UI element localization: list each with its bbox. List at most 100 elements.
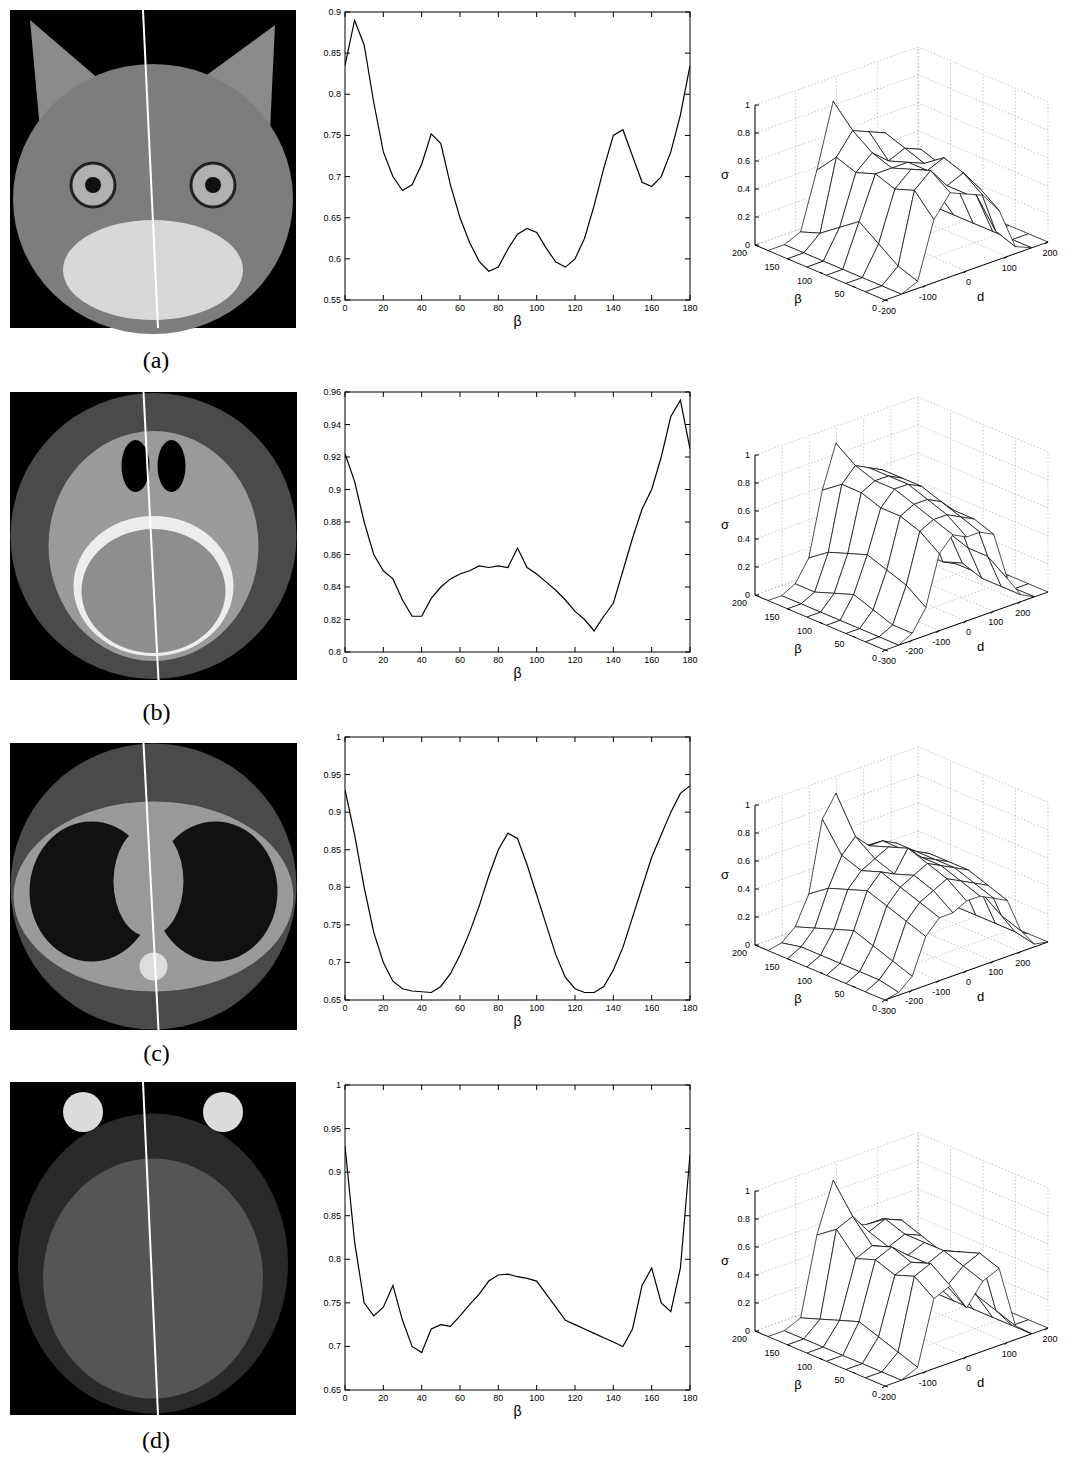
- y-tick-label: 0.7: [328, 1341, 341, 1351]
- d-tick-label: 0: [966, 977, 971, 987]
- panel-label: (d): [142, 1427, 170, 1453]
- x-axis-title: β: [513, 313, 521, 329]
- eye: [63, 1092, 103, 1132]
- eye: [191, 163, 235, 207]
- sigma-tick: [755, 189, 759, 190]
- sigma-tick: [755, 1331, 759, 1332]
- y-tick: [685, 887, 690, 888]
- x-tick-label: 160: [644, 303, 659, 313]
- y-tick: [345, 554, 350, 555]
- x-tick-label: 140: [606, 303, 621, 313]
- sigma-tick-label: 0.4: [737, 1270, 750, 1280]
- y-tick-label: 0.84: [323, 582, 341, 592]
- d-tick-label: -200: [905, 646, 923, 656]
- y-tick-label: 0.65: [323, 995, 341, 1005]
- x-tick-label: 120: [567, 655, 582, 665]
- y-tick: [345, 1000, 350, 1001]
- pupil: [85, 177, 101, 193]
- x-tick: [345, 1385, 346, 1390]
- x-tick-label: 0: [342, 1003, 347, 1013]
- sigma-tick-label: 0.6: [737, 1242, 750, 1252]
- x-tick: [690, 647, 691, 652]
- y-tick: [345, 774, 350, 775]
- sigma-tick: [755, 1275, 759, 1276]
- x-tick-label: 180: [682, 1003, 697, 1013]
- grid-line: [1048, 1188, 1049, 1328]
- grid-line: [1015, 1174, 1016, 1314]
- x-tick-label: 140: [606, 1003, 621, 1013]
- d-tick: [1045, 1328, 1048, 1330]
- x-tick-label: 0: [342, 1393, 347, 1403]
- d-tick-label: -100: [919, 292, 937, 302]
- surface-group: [768, 1180, 1048, 1386]
- data-line: [345, 1146, 690, 1353]
- brain: [43, 1159, 263, 1399]
- y-tick: [345, 652, 350, 653]
- y-tick: [685, 176, 690, 177]
- y-tick-label: 0.9: [328, 485, 341, 495]
- surface-plot: -200-100010020005010015020000.20.40.60.8…: [721, 1133, 1058, 1402]
- surface-group: [768, 101, 1048, 300]
- x-tick: [383, 995, 384, 1000]
- grid-line: [918, 75, 1048, 130]
- y-tick: [345, 1085, 350, 1086]
- beta-axis-title: β: [794, 1377, 801, 1392]
- x-tick-label: 20: [378, 655, 388, 665]
- x-tick: [498, 1385, 499, 1390]
- beta-tick: [788, 959, 791, 960]
- d-tick-label: -200: [878, 1392, 896, 1402]
- sigma-tick: [755, 161, 759, 162]
- y-tick: [685, 619, 690, 620]
- y-tick: [345, 619, 350, 620]
- x-axis-title: β: [513, 1013, 521, 1029]
- d-tick-label: 0: [966, 277, 971, 287]
- y-tick: [685, 94, 690, 95]
- grid-line: [755, 455, 756, 595]
- x-tick: [421, 12, 422, 17]
- y-tick-label: 0.95: [323, 770, 341, 780]
- surface-plot: -200-100010020005010015020000.20.40.60.8…: [721, 47, 1058, 316]
- y-tick-label: 0.92: [323, 452, 341, 462]
- x-tick: [536, 1085, 537, 1090]
- data-line: [345, 400, 690, 631]
- grid-line: [918, 1161, 1048, 1216]
- x-tick-label: 140: [606, 655, 621, 665]
- grid-line: [918, 425, 1048, 480]
- x-tick: [345, 12, 346, 17]
- sigma-tick-label: 0: [745, 1326, 750, 1336]
- image-panel: [10, 392, 297, 680]
- y-tick: [685, 1259, 690, 1260]
- y-tick: [345, 217, 350, 218]
- sigma-tick-label: 0.8: [737, 828, 750, 838]
- d-tick-label: 100: [1002, 263, 1017, 273]
- y-tick-label: 0.82: [323, 615, 341, 625]
- x-tick: [498, 12, 499, 17]
- x-tick-label: 100: [529, 303, 544, 313]
- d-tick-label: 0: [966, 1363, 971, 1373]
- sigma-tick-label: 0.2: [737, 912, 750, 922]
- x-tick: [383, 295, 384, 300]
- d-tick: [964, 621, 967, 623]
- x-tick-label: 0: [342, 655, 347, 665]
- y-tick-label: 0.75: [323, 1298, 341, 1308]
- x-tick-label: 140: [606, 1393, 621, 1403]
- beta-axis-title: β: [794, 291, 801, 306]
- y-tick: [685, 1000, 690, 1001]
- x-tick-label: 160: [644, 1003, 659, 1013]
- beta-axis-title: β: [794, 991, 801, 1006]
- d-tick-label: 100: [988, 967, 1003, 977]
- x-tick: [651, 995, 652, 1000]
- grid-line: [755, 1133, 918, 1191]
- x-tick: [536, 295, 537, 300]
- y-tick: [685, 652, 690, 653]
- grid-line: [755, 805, 756, 945]
- grid-line: [782, 795, 783, 935]
- plot-frame: [345, 392, 690, 652]
- sigma-tick: [755, 1219, 759, 1220]
- d-tick: [882, 300, 885, 302]
- y-tick: [685, 1302, 690, 1303]
- y-tick-label: 1: [336, 1080, 341, 1090]
- beta-tick-label: 150: [764, 612, 779, 622]
- grid-line: [918, 747, 1048, 802]
- grid-line: [1015, 788, 1016, 928]
